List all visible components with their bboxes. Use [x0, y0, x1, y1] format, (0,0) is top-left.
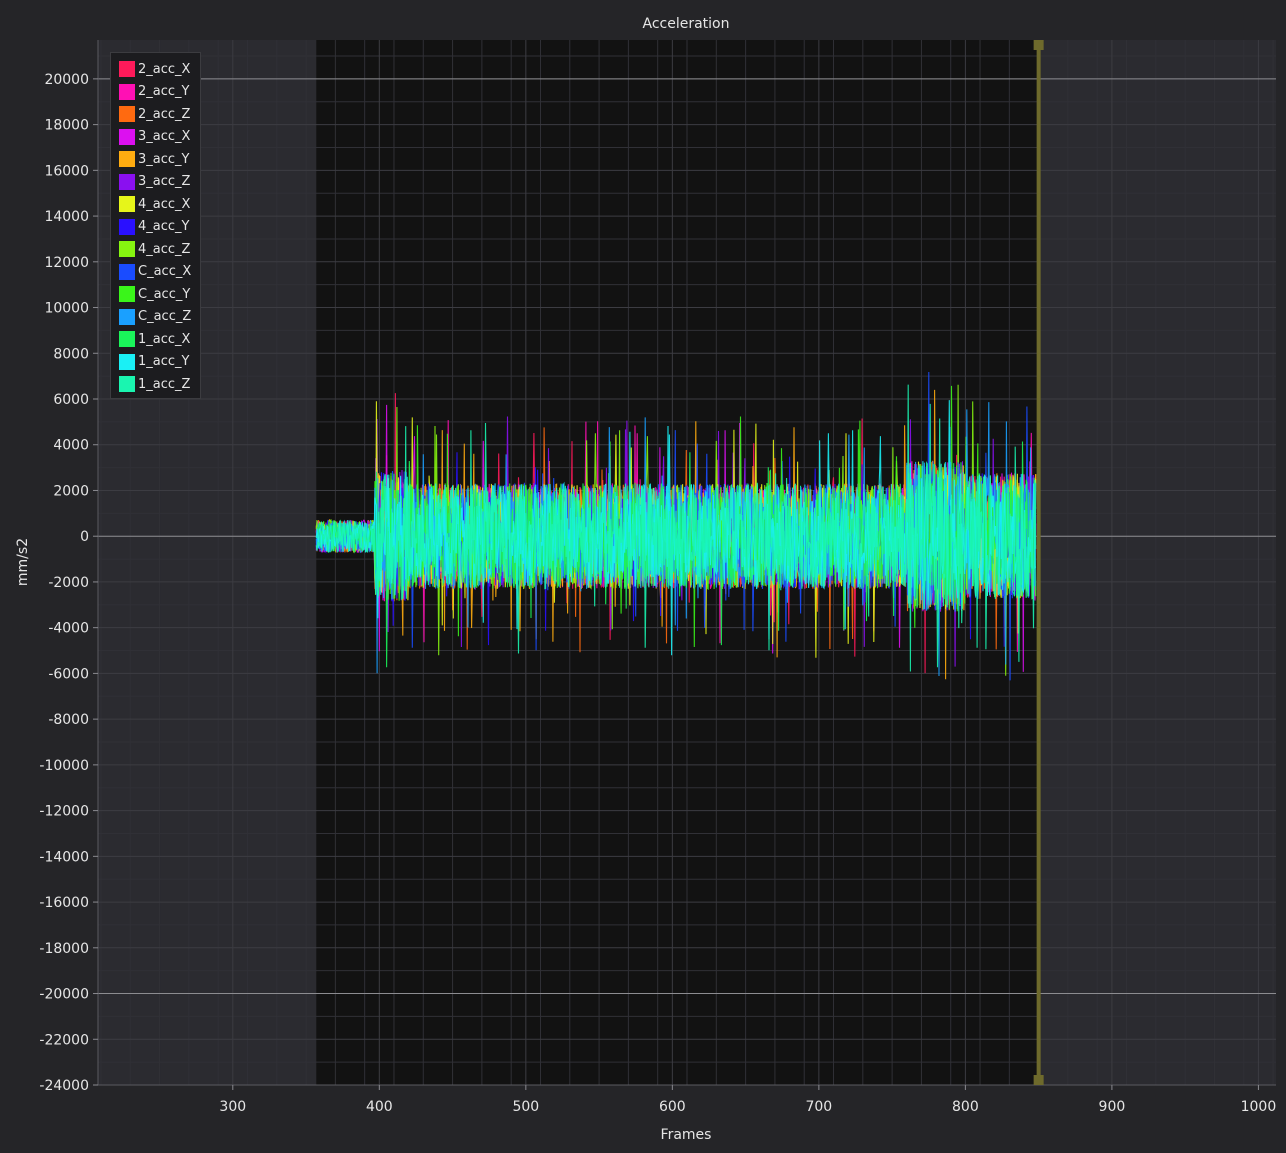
y-tick-label: 18000	[44, 118, 89, 134]
legend-swatch	[119, 196, 135, 213]
legend-swatch	[119, 173, 135, 190]
legend-item[interactable]: C_acc_Z	[119, 306, 200, 329]
legend-label: C_acc_X	[138, 264, 192, 280]
legend-item[interactable]: 4_acc_Z	[119, 238, 200, 261]
legend-swatch	[119, 83, 135, 100]
legend-item[interactable]: 4_acc_Y	[119, 216, 200, 239]
y-tick-label: 2000	[53, 483, 89, 499]
y-tick-label: 8000	[53, 346, 89, 362]
series-line-1_acc_Z	[315, 384, 1037, 672]
legend-label: 3_acc_Y	[138, 151, 190, 167]
legend-label: 2_acc_Y	[138, 84, 190, 100]
legend: 2_acc_X 2_acc_Y 2_acc_Z 3_acc_X 3_acc_Y 3_acc…	[110, 52, 201, 399]
legend-label: 2_acc_X	[138, 61, 191, 77]
legend-label: 2_acc_Z	[138, 106, 191, 122]
legend-label: 4_acc_Y	[138, 219, 190, 235]
legend-swatch	[119, 218, 135, 235]
legend-label: 1_acc_X	[138, 331, 191, 347]
y-tick-label: -18000	[39, 941, 89, 957]
y-tick-label: 0	[80, 529, 89, 545]
legend-swatch	[119, 106, 135, 123]
legend-label: 1_acc_Z	[138, 376, 191, 392]
legend-item[interactable]: 1_acc_X	[119, 328, 200, 351]
y-tick-label: -24000	[39, 1078, 89, 1094]
y-tick-label: 10000	[44, 301, 89, 317]
y-tick-label: -14000	[39, 849, 89, 865]
legend-item[interactable]: 2_acc_X	[119, 58, 200, 81]
y-tick-label: 4000	[53, 438, 89, 454]
y-tick-label: -4000	[48, 621, 89, 637]
legend-swatch	[119, 331, 135, 348]
x-tick-label: 900	[1099, 1099, 1126, 1115]
legend-swatch	[119, 308, 135, 325]
x-tick-label: 1000	[1241, 1099, 1277, 1115]
legend-label: 3_acc_Z	[138, 174, 191, 190]
x-axis-label: Frames	[661, 1127, 712, 1143]
x-tick-label: 600	[659, 1099, 686, 1115]
y-tick-label: -6000	[48, 666, 89, 682]
legend-swatch	[119, 376, 135, 393]
legend-label: C_acc_Y	[138, 286, 191, 302]
y-tick-label: -2000	[48, 575, 89, 591]
x-tick-label: 800	[952, 1099, 979, 1115]
y-tick-label: -12000	[39, 804, 89, 820]
y-tick-label: -22000	[39, 1032, 89, 1048]
y-tick-label: 14000	[44, 209, 89, 225]
legend-item[interactable]: 4_acc_X	[119, 193, 200, 216]
legend-swatch	[119, 61, 135, 78]
legend-item[interactable]: 2_acc_Y	[119, 81, 200, 104]
legend-item[interactable]: 2_acc_Z	[119, 103, 200, 126]
legend-item[interactable]: C_acc_X	[119, 261, 200, 284]
y-axis-label: mm/s2	[15, 538, 31, 586]
x-tick-label: 700	[805, 1099, 832, 1115]
legend-label: 1_acc_Y	[138, 354, 190, 370]
x-tick-label: 300	[219, 1099, 246, 1115]
time-cursor-handle-top	[1033, 40, 1044, 50]
legend-swatch	[119, 263, 135, 280]
y-tick-label: -10000	[39, 758, 89, 774]
legend-item[interactable]: 3_acc_X	[119, 126, 200, 149]
legend-label: C_acc_Z	[138, 309, 192, 325]
legend-item[interactable]: 3_acc_Z	[119, 171, 200, 194]
legend-label: 3_acc_X	[138, 129, 191, 145]
legend-swatch	[119, 128, 135, 145]
legend-swatch	[119, 286, 135, 303]
legend-swatch	[119, 241, 135, 258]
chart-title: Acceleration	[643, 16, 730, 32]
legend-label: 4_acc_X	[138, 196, 191, 212]
y-tick-label: -8000	[48, 712, 89, 728]
legend-item[interactable]: 3_acc_Y	[119, 148, 200, 171]
y-tick-label: 12000	[44, 255, 89, 271]
legend-swatch	[119, 151, 135, 168]
x-tick-label: 400	[366, 1099, 393, 1115]
legend-label: 4_acc_Z	[138, 241, 191, 257]
legend-item[interactable]: 1_acc_Y	[119, 351, 200, 374]
y-tick-label: 16000	[44, 163, 89, 179]
legend-item[interactable]: 1_acc_Z	[119, 373, 200, 396]
time-cursor-handle-bottom	[1033, 1075, 1044, 1085]
legend-swatch	[119, 353, 135, 370]
legend-item[interactable]: C_acc_Y	[119, 283, 200, 306]
y-tick-label: -20000	[39, 987, 89, 1003]
y-tick-label: 20000	[44, 72, 89, 88]
y-tick-label: 6000	[53, 392, 89, 408]
y-tick-label: -16000	[39, 895, 89, 911]
x-tick-label: 500	[512, 1099, 539, 1115]
